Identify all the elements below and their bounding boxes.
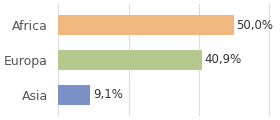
Bar — [59, 15, 234, 35]
Text: 40,9%: 40,9% — [205, 54, 242, 66]
Text: 50,0%: 50,0% — [237, 19, 274, 32]
Bar — [59, 85, 90, 105]
Text: 9,1%: 9,1% — [93, 88, 123, 101]
Bar — [59, 50, 202, 70]
